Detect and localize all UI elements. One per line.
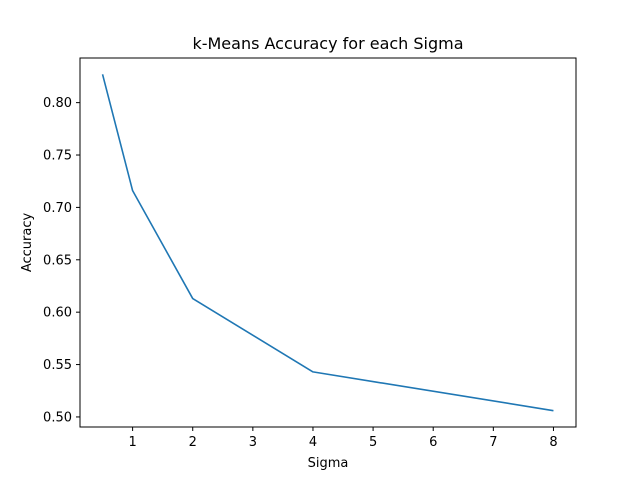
y-tick-label: 0.80 bbox=[43, 96, 72, 111]
x-tick-label: 1 bbox=[128, 435, 136, 450]
x-tick-label: 2 bbox=[189, 435, 197, 450]
x-axis-label: Sigma bbox=[308, 456, 349, 471]
series-layer bbox=[101, 74, 554, 412]
x-tick-label: 6 bbox=[429, 435, 437, 450]
y-axis: 0.50 0.55 0.60 0.65 0.70 0.75 0.80 bbox=[43, 96, 80, 425]
y-tick-label: 0.75 bbox=[43, 149, 72, 164]
x-tick-label: 5 bbox=[369, 435, 377, 450]
series-line bbox=[101, 74, 554, 412]
x-tick-label: 3 bbox=[249, 435, 257, 450]
x-tick-label: 8 bbox=[549, 435, 557, 450]
y-tick-label: 0.50 bbox=[43, 410, 72, 425]
y-tick-label: 0.55 bbox=[43, 358, 72, 373]
x-tick-label: 7 bbox=[489, 435, 497, 450]
chart-title: k-Means Accuracy for each Sigma bbox=[192, 34, 463, 53]
x-tick-label: 4 bbox=[309, 435, 317, 450]
y-tick-label: 0.65 bbox=[43, 253, 72, 268]
x-axis: 1 2 3 4 5 6 7 8 bbox=[128, 427, 558, 450]
y-tick-label: 0.60 bbox=[43, 306, 72, 321]
y-axis-label: Accuracy bbox=[20, 213, 35, 273]
plot-frame bbox=[79, 57, 577, 428]
y-tick-label: 0.70 bbox=[43, 201, 72, 216]
